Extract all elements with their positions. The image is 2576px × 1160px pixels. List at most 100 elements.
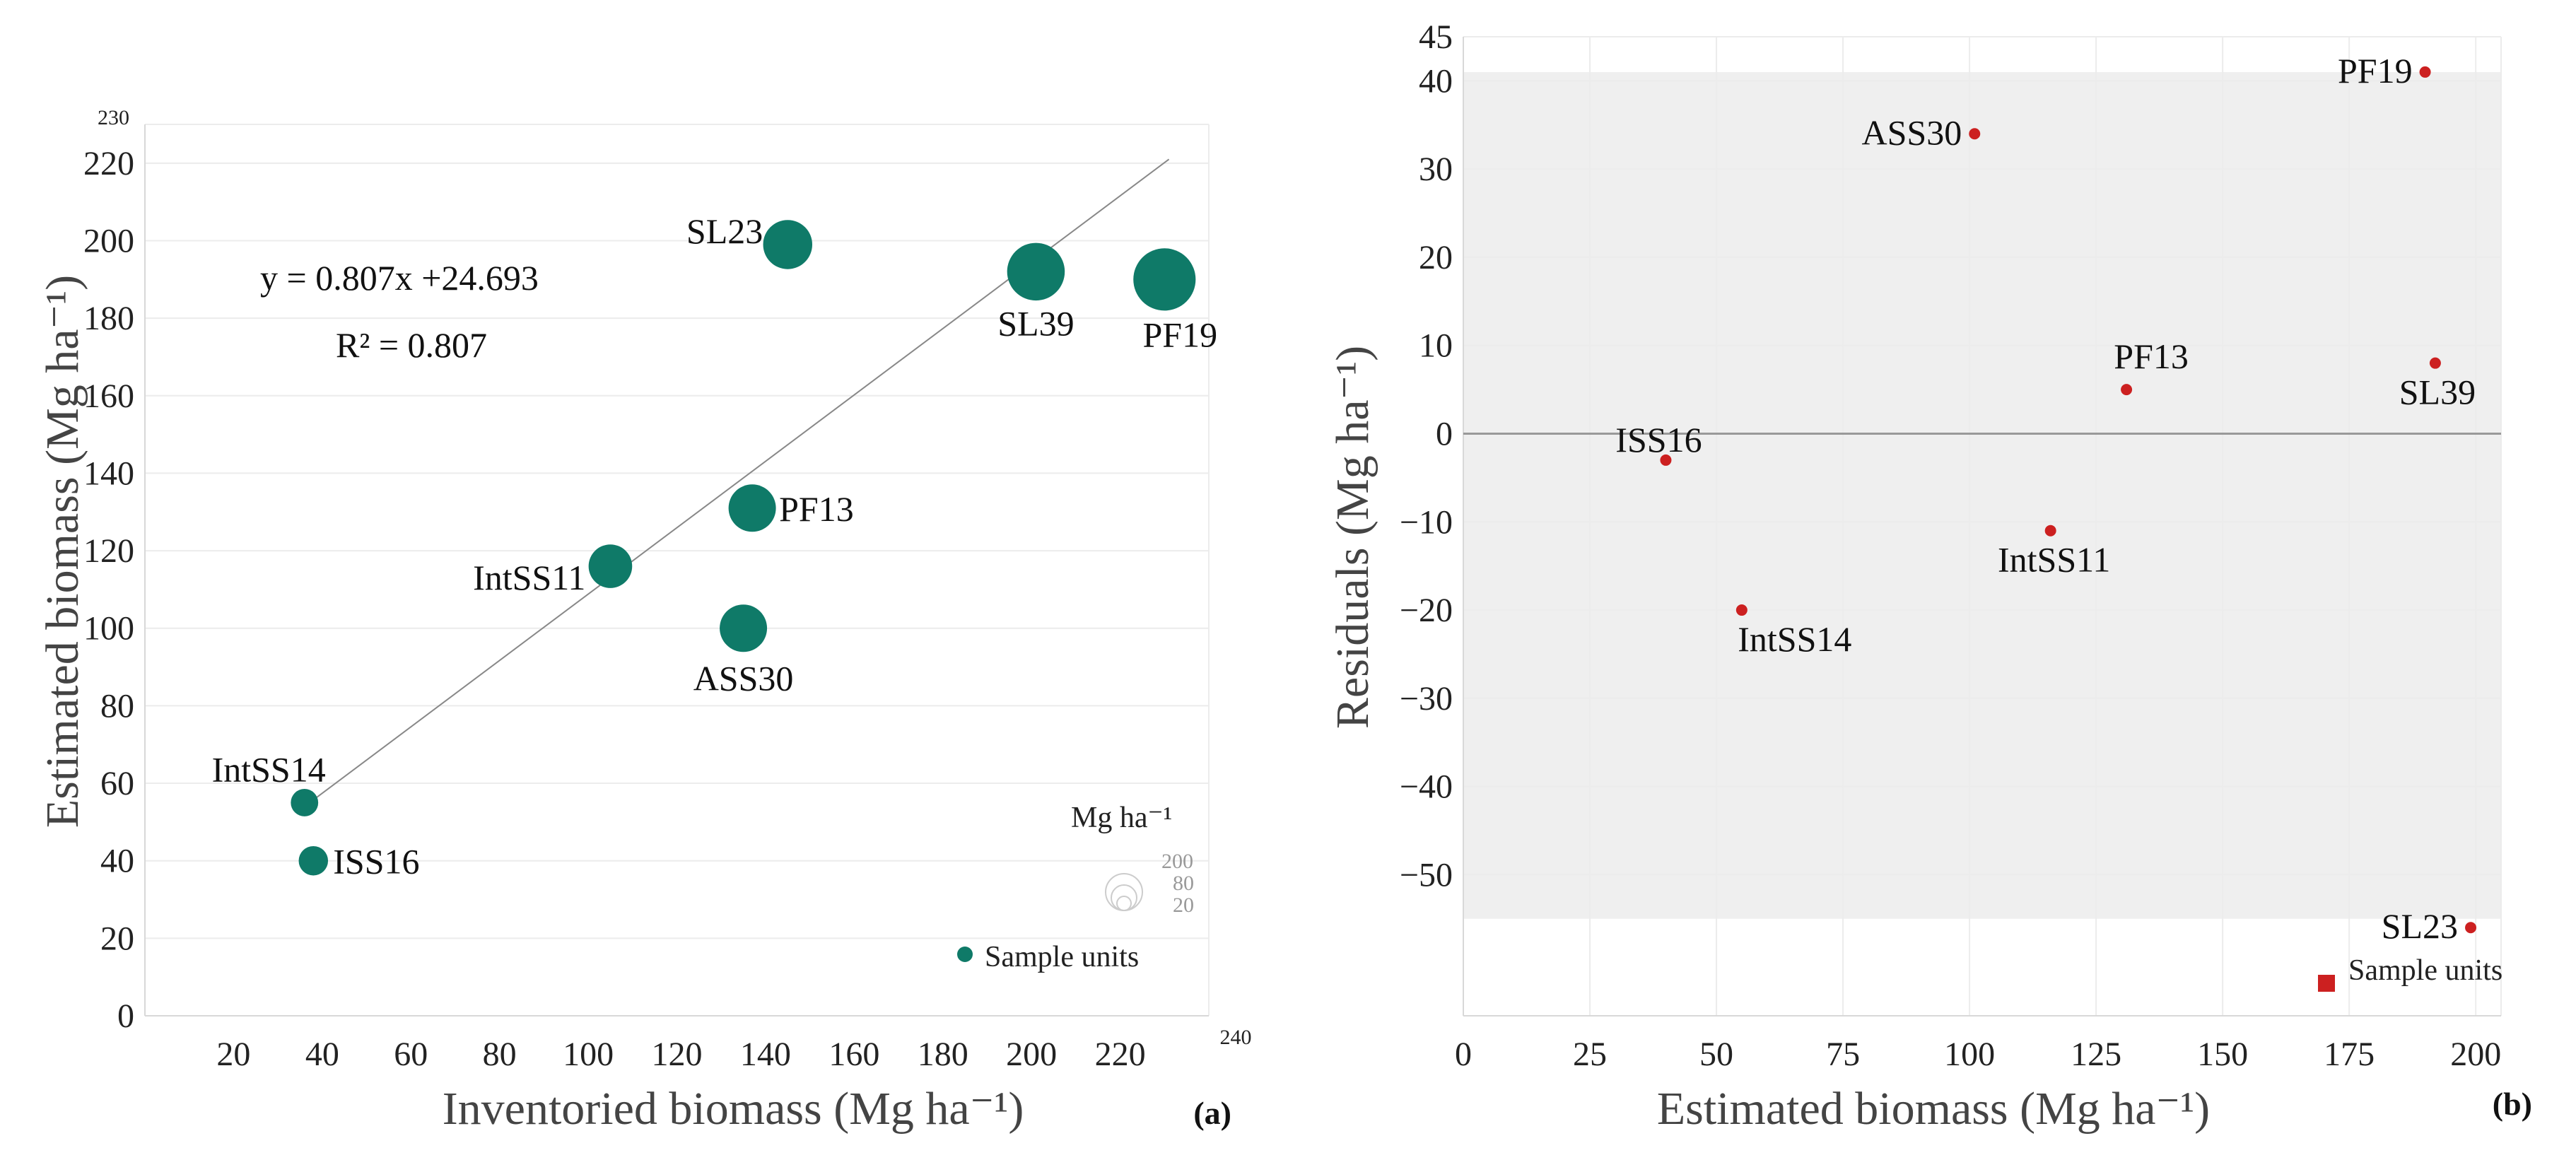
legend-sample-units-marker xyxy=(957,947,973,962)
residual-point-pf13 xyxy=(2121,384,2133,396)
residual-point-intss14 xyxy=(1735,604,1747,616)
point-label-iss16: ISS16 xyxy=(333,842,419,881)
bubble-pf19 xyxy=(1133,248,1196,311)
panel-b-x-tick-labels: 0 25 50 75 100 125 150 175 200 xyxy=(1455,1036,2501,1073)
legend-sample-units-label: Sample units xyxy=(2348,954,2502,987)
panel-b-residuals: −50 −40 −30 −20 −10 0 10 20 30 40 45 0 25 50 75 100 125… xyxy=(1327,18,2532,1135)
panel-a-gridlines xyxy=(145,124,1210,1016)
panel-a-x-tick: 160 xyxy=(829,1036,879,1073)
panel-b-y-tick: −50 xyxy=(1400,856,1453,894)
panel-b-x-tick: 150 xyxy=(2197,1036,2248,1073)
panel-a-point-labels: IntSS14 ISS16 IntSS11 PF13 ASS30 SL23 SL39 PF19 xyxy=(212,211,1218,881)
panel-b-point-labels: PF19 ASS30 PF13 SL39 ISS16 IntSS11 IntSS14 SL23 xyxy=(1615,51,2476,946)
residual-label-pf13: PF13 xyxy=(2114,336,2189,376)
panel-a-x-tick: 200 xyxy=(1006,1036,1057,1073)
residual-label-sl23: SL23 xyxy=(2382,906,2458,946)
residual-point-sl23 xyxy=(2465,922,2477,934)
legend-unit-label: Mg ha⁻¹ xyxy=(1071,802,1172,834)
panel-b-x-tick: 100 xyxy=(1944,1036,1995,1073)
residual-point-intss11 xyxy=(2044,525,2056,537)
panel-a-y-tick-labels: 0 20 40 60 80 100 120 140 160 180 200 220 230 xyxy=(83,106,134,1035)
panel-a-y-axis-title: Estimated biomass (Mg ha⁻¹) xyxy=(37,275,88,828)
panel-b-y-tick: 20 xyxy=(1419,239,1453,276)
bubble-intss11 xyxy=(588,544,633,588)
panel-a-x-max-tick: 240 xyxy=(1220,1026,1252,1049)
panel-a-regression: 0 20 40 60 80 100 120 140 160 180 200 220 230 20 40 60… xyxy=(37,106,1252,1135)
r-squared: R² = 0.807 xyxy=(336,325,487,365)
panel-a-y-tick: 120 xyxy=(83,532,134,570)
panel-b-gridlines xyxy=(1463,36,2502,1016)
panel-a-x-tick: 220 xyxy=(1095,1036,1146,1073)
panel-b-y-tick-labels: −50 −40 −30 −20 −10 0 10 20 30 40 45 xyxy=(1400,18,1453,894)
panel-a-x-tick: 20 xyxy=(216,1036,250,1073)
panel-b-y-max-tick: 45 xyxy=(1419,18,1453,56)
panel-a-x-tick: 60 xyxy=(394,1036,428,1073)
residual-label-pf19: PF19 xyxy=(2338,51,2413,90)
legend-size-20: 20 xyxy=(1173,894,1194,917)
panel-a-y-tick: 100 xyxy=(83,610,134,648)
residual-label-sl39: SL39 xyxy=(2399,373,2476,412)
point-label-sl23: SL23 xyxy=(686,211,763,251)
point-label-pf13: PF13 xyxy=(779,489,854,529)
residual-band xyxy=(1463,71,2501,919)
panel-a-y-tick: 60 xyxy=(100,765,134,802)
panel-b-x-tick: 75 xyxy=(1826,1036,1860,1073)
panel-a-y-tick: 180 xyxy=(83,300,134,337)
panel-a-y-tick: 160 xyxy=(83,377,134,415)
panel-a-x-tick: 140 xyxy=(740,1036,791,1073)
panel-a-y-tick: 80 xyxy=(100,687,134,725)
panel-b-y-tick: −20 xyxy=(1400,592,1453,629)
panel-a-tag: (a) xyxy=(1193,1095,1231,1131)
panel-b-x-tick: 50 xyxy=(1699,1036,1733,1073)
panel-b-y-axis-title: Residuals (Mg ha⁻¹) xyxy=(1327,346,1378,729)
panel-a-x-tick: 100 xyxy=(563,1036,614,1073)
residual-label-intss11: IntSS11 xyxy=(1998,540,2110,580)
panel-b-x-tick: 0 xyxy=(1455,1036,1472,1073)
bubble-pf13 xyxy=(728,484,776,532)
panel-b-tag: (b) xyxy=(2493,1086,2532,1122)
panel-a-y-tick: 40 xyxy=(100,843,134,880)
panel-a-x-tick: 80 xyxy=(483,1036,517,1073)
panel-a-x-tick: 120 xyxy=(652,1036,703,1073)
panel-b-x-tick: 175 xyxy=(2324,1036,2375,1073)
legend-size-circle-large xyxy=(1105,873,1143,911)
panel-a-y-max-tick: 230 xyxy=(98,106,129,129)
panel-b-x-tick: 200 xyxy=(2450,1036,2501,1073)
regression-equation: y = 0.807x +24.693 xyxy=(260,258,539,298)
panel-b-x-tick: 25 xyxy=(1573,1036,1607,1073)
residual-label-iss16: ISS16 xyxy=(1615,420,1702,459)
residual-point-ass30 xyxy=(1969,128,1981,140)
panel-a-y-tick: 220 xyxy=(83,145,134,182)
point-label-ass30: ASS30 xyxy=(693,659,794,698)
residual-label-intss14: IntSS14 xyxy=(1738,619,1851,659)
panel-b-x-axis-title: Estimated biomass (Mg ha⁻¹) xyxy=(1657,1083,2210,1135)
panel-b-y-tick: −40 xyxy=(1400,768,1453,806)
panel-a-legend: Mg ha⁻¹ 200 80 20 Sample units xyxy=(957,802,1194,973)
panel-b-y-tick: −30 xyxy=(1400,680,1453,717)
bubble-sl23 xyxy=(763,220,813,269)
legend-size-circle-small xyxy=(1116,896,1132,911)
residual-point-iss16 xyxy=(1660,454,1672,466)
residual-point-pf19 xyxy=(2419,66,2431,78)
bubble-intss14 xyxy=(291,789,319,816)
legend-sample-units-label: Sample units xyxy=(985,941,1139,973)
panel-a-y-tick: 200 xyxy=(83,222,134,259)
point-label-intss14: IntSS14 xyxy=(212,749,326,789)
point-label-intss11: IntSS11 xyxy=(473,558,585,597)
panel-b-legend: Sample units xyxy=(2318,954,2502,992)
panel-b-y-tick: −10 xyxy=(1400,503,1453,541)
legend-sample-units-marker xyxy=(2318,975,2335,992)
panel-b-y-tick: 10 xyxy=(1419,327,1453,365)
legend-size-200: 200 xyxy=(1161,850,1193,873)
panel-a-bubbles xyxy=(291,220,1196,876)
bubble-ass30 xyxy=(720,604,768,652)
point-label-pf19: PF19 xyxy=(1142,315,1217,354)
panel-a-y-tick: 140 xyxy=(83,455,134,492)
panel-a-x-tick: 40 xyxy=(305,1036,339,1073)
legend-size-80: 80 xyxy=(1173,872,1194,895)
panel-a-x-tick-labels: 20 40 60 80 100 120 140 160 180 200 220 240 xyxy=(216,1026,1251,1073)
bubble-sl39 xyxy=(1007,242,1065,301)
panel-a-x-axis-title: Inventoried biomass (Mg ha⁻¹) xyxy=(443,1083,1024,1135)
panel-b-y-tick: 40 xyxy=(1419,62,1453,100)
